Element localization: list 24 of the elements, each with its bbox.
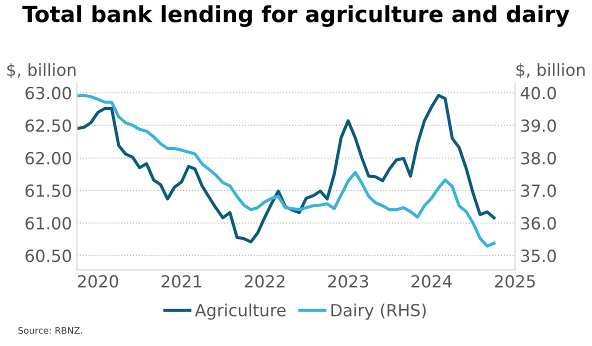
y2-tick-label: 36.0 xyxy=(521,216,556,230)
y2-tick-label: 40.0 xyxy=(520,86,556,100)
x-tick-label: 2021 xyxy=(162,275,202,288)
y-tick-label: 63.00 xyxy=(26,86,71,100)
y2-tick-label: 35.0 xyxy=(521,250,556,262)
y2-tick-label: 38.0 xyxy=(521,152,556,164)
y-tick-label: 62.50 xyxy=(26,119,71,132)
y-tick-label: 62.00 xyxy=(26,152,71,164)
x-tick-label: 2024 xyxy=(412,275,452,288)
x-tick-label: 2022 xyxy=(244,275,284,288)
y-axis-title: $, billion xyxy=(7,63,76,78)
x-tick-label: 2025 xyxy=(495,275,535,288)
x-tick-label: 2023 xyxy=(328,275,368,288)
legend-label: Dairy (RHS) xyxy=(331,304,426,320)
chart-title: Total bank lending for agriculture and dairy xyxy=(22,5,570,27)
y-tick-label: 60.50 xyxy=(26,250,71,262)
y-tick-label: 61.00 xyxy=(26,216,71,230)
x-tick-label: 2020 xyxy=(78,275,118,288)
legend-label: Agriculture xyxy=(194,304,286,320)
y2-tick-label: 37.0 xyxy=(521,184,556,198)
source-note: Source: RBNZ. xyxy=(18,327,82,334)
y2-axis-title: $, billion xyxy=(516,63,585,78)
y2-tick-label: 39.0 xyxy=(521,119,556,132)
y-tick-label: 61.50 xyxy=(26,184,71,198)
